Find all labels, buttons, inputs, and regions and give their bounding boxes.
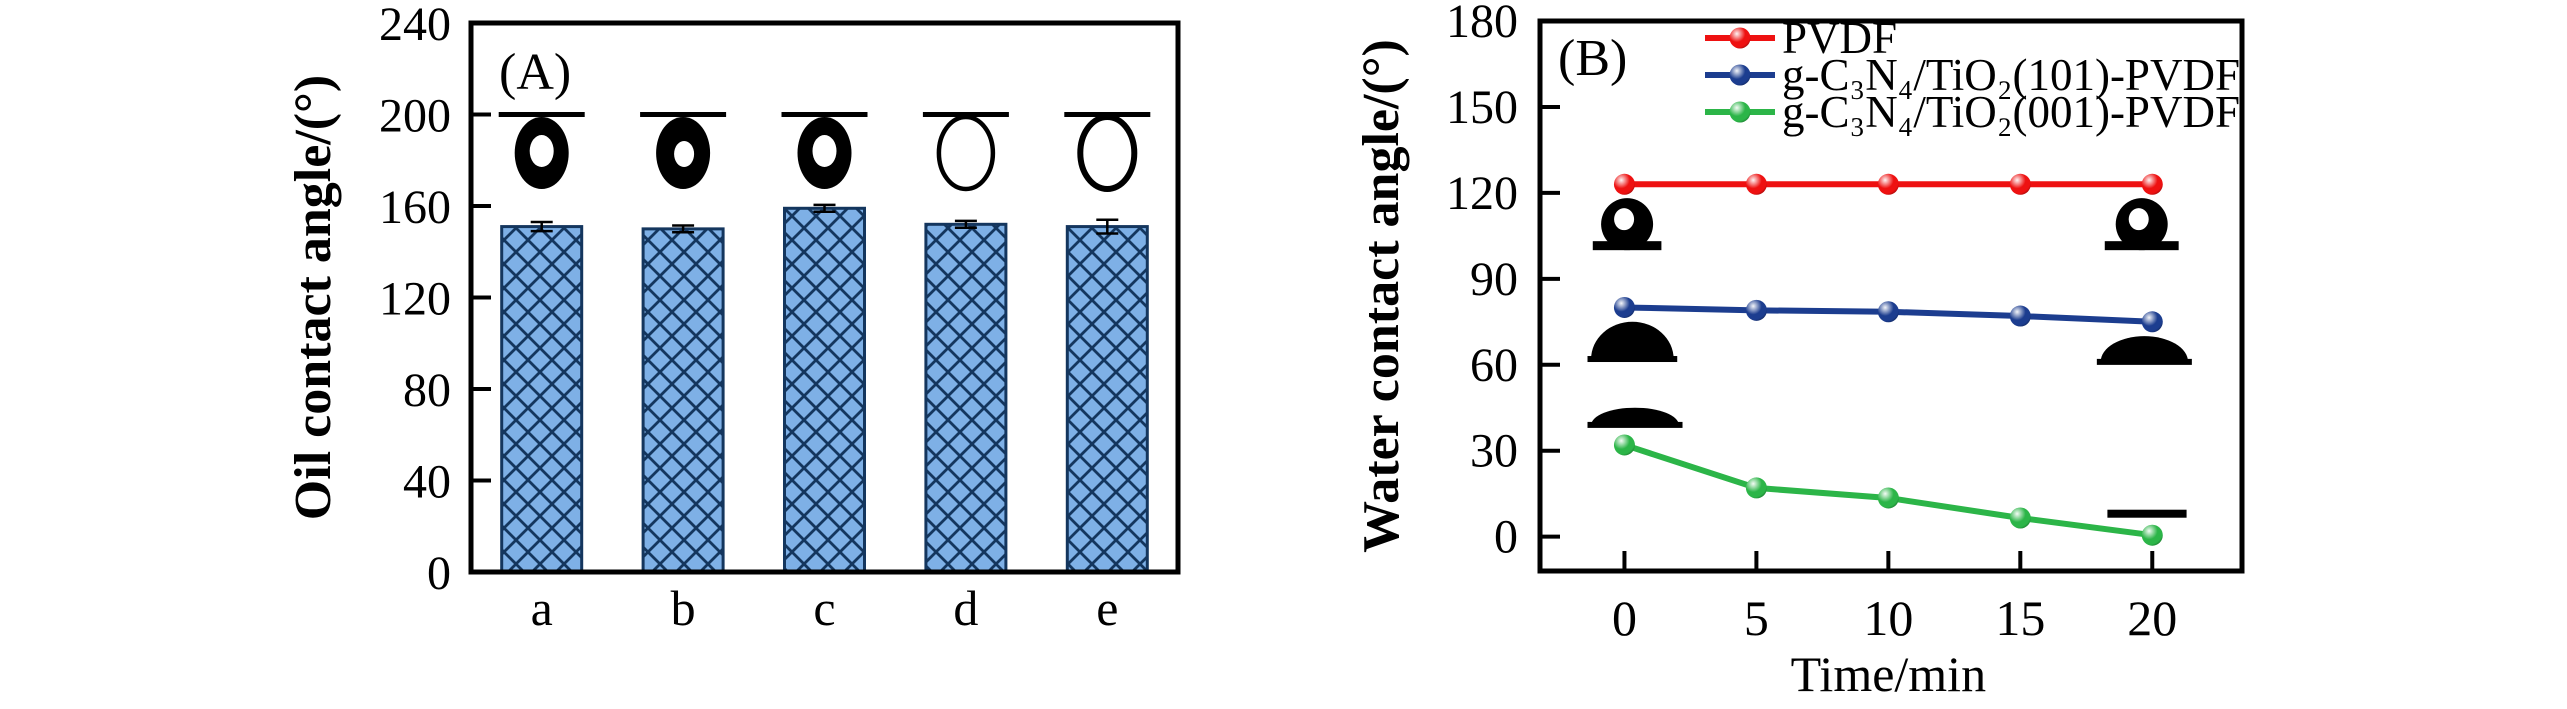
legend-item-2: g-C₃N₄/TiO₂(001)-PVDF [1705,87,2240,137]
oil-droplet-icon-filled-ring [781,112,868,189]
svg-text:5: 5 [1744,590,1769,646]
a-category-label-a: a [531,580,553,636]
oil-droplet-icon-outline-ring [1064,112,1151,192]
svg-text:160: 160 [379,181,451,234]
b-panel-label: (B) [1558,30,1627,87]
svg-text:0: 0 [1612,590,1637,646]
legend-item-1: g-C₃N₄/TiO₂(101)-PVDF [1705,50,2240,100]
water-droplet-ball-on-base-icon [1592,198,1662,251]
a-category-label-b: b [671,580,696,636]
b-y-axis: 0 30 60 90 120 150 180 [1446,0,1560,564]
chart-a: 0 40 80 120 160 200 240 Oil contact angle/(°) a b… [285,0,1181,636]
b-series-2 [1613,434,2163,546]
a-error-bar [530,220,553,233]
svg-text:200: 200 [379,90,451,143]
svg-text:80: 80 [403,364,451,417]
oil-droplet-icon-filled-ring [498,112,585,189]
a-y-axis-title: Oil contact angle/(°) [285,75,342,520]
oil-droplet-icon-outline-ring [922,112,1009,192]
b-x-axis: 0 5 10 15 20 [1612,551,2177,646]
legend-label: g-C₃N₄/TiO₂(001)-PVDF [1782,87,2240,137]
a-error-bar [1096,218,1119,235]
svg-text:40: 40 [403,456,451,509]
svg-text:120: 120 [379,273,451,326]
a-bar-e [1064,112,1151,574]
a-y-axis: 0 40 80 120 160 200 240 [379,0,491,600]
svg-text:20: 20 [2127,590,2177,646]
svg-text:0: 0 [427,547,451,600]
svg-text:120: 120 [1446,167,1518,220]
svg-text:0: 0 [1494,511,1518,564]
svg-text:10: 10 [1863,590,1913,646]
a-error-bar [672,224,695,234]
chart-b: 0 30 60 90 120 150 180 0 5 10 15 20 Time/min Water co… [1353,0,2245,702]
b-droplet-silhouettes [1587,198,2192,518]
svg-text:90: 90 [1470,253,1518,306]
svg-text:15: 15 [1995,590,2045,646]
b-series-1 [1613,296,2163,333]
svg-text:180: 180 [1446,0,1518,48]
b-series-0 [1613,173,2163,195]
b-y-axis-title: Water contact angle/(°) [1353,39,1410,553]
svg-text:240: 240 [379,0,451,51]
svg-text:30: 30 [1470,425,1518,478]
a-error-bar [813,203,836,213]
a-panel-label: (A) [499,44,571,101]
oil-droplet-icon-filled-ring-small-hole [640,112,727,189]
water-droplet-ball-on-base-icon [2104,198,2179,251]
svg-text:60: 60 [1470,339,1518,392]
water-droplet-flat-dome-icon [1587,407,1683,428]
a-category-label-d: d [953,580,978,636]
b-x-axis-title: Time/min [1791,646,1986,702]
a-bar-d [922,112,1009,574]
a-bar-c [781,112,868,574]
a-bar-a [498,112,585,574]
a-error-bar [954,219,977,229]
water-droplet-dome-icon [2096,336,2192,365]
a-category-label-e: e [1096,580,1118,636]
legend-label: g-C₃N₄/TiO₂(101)-PVDF [1782,50,2240,100]
water-droplet-flat-line-icon [2107,509,2187,518]
a-category-label-c: c [813,580,835,636]
water-droplet-dome-icon [1587,321,1678,363]
a-bar-b [640,112,727,574]
b-legend: PVDFg-C₃N₄/TiO₂(101)-PVDFg-C₃N₄/TiO₂(001… [1705,13,2240,137]
svg-text:150: 150 [1446,81,1518,134]
